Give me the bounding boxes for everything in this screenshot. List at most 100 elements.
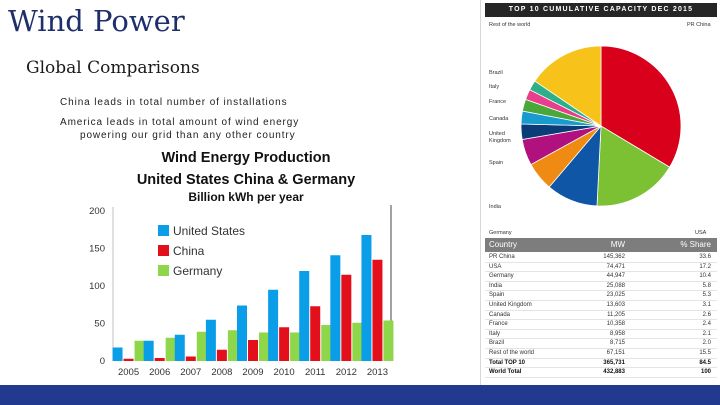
x-tick-label: 2007 bbox=[180, 367, 201, 378]
cell-mw: 10,358 bbox=[606, 321, 625, 328]
y-tick-label: 0 bbox=[100, 356, 105, 367]
cell-mw: 23,025 bbox=[606, 292, 625, 299]
x-tick-label: 2006 bbox=[149, 367, 170, 378]
bar-germany-2009 bbox=[259, 332, 269, 361]
bar-china-2009 bbox=[248, 340, 258, 361]
table-row: Germany 44,947 10.4 bbox=[485, 272, 717, 282]
slide-title: Wind Power bbox=[8, 4, 185, 38]
cell-country: World Total bbox=[489, 369, 522, 376]
cell-share: 10.4 bbox=[699, 273, 711, 280]
table-row: Total TOP 10 365,731 84.5 bbox=[485, 359, 717, 369]
legend-swatch bbox=[158, 245, 169, 256]
table-row: Italy 8,958 2.1 bbox=[485, 330, 717, 340]
pie-label: USA bbox=[695, 230, 707, 236]
table-row: Canada 11,205 2.6 bbox=[485, 311, 717, 321]
bar-united-states-2008 bbox=[205, 319, 216, 361]
x-tick-label: 2008 bbox=[211, 367, 232, 378]
cell-country: Brazil bbox=[489, 340, 505, 347]
pie-title: TOP 10 CUMULATIVE CAPACITY DEC 2015 bbox=[485, 3, 717, 17]
cell-share: 84.5 bbox=[699, 359, 711, 366]
cell-share: 33.6 bbox=[699, 254, 711, 260]
cell-mw: 145,362 bbox=[603, 254, 625, 260]
col-country-header: Country bbox=[489, 240, 518, 249]
cell-mw: 25,088 bbox=[606, 282, 625, 289]
x-tick-label: 2010 bbox=[274, 367, 295, 378]
legend-label: Germany bbox=[173, 264, 222, 278]
legend-label: China bbox=[173, 244, 205, 258]
table-row: Brazil 8,715 2.0 bbox=[485, 339, 717, 349]
pie-label: PR China bbox=[687, 22, 711, 28]
bar-china-2010 bbox=[279, 327, 290, 361]
cell-country: United Kingdom bbox=[489, 302, 532, 308]
table-row: World Total 432,883 100 bbox=[485, 368, 717, 378]
bar-germany-2006 bbox=[165, 337, 176, 361]
capacity-panel: TOP 10 CUMULATIVE CAPACITY DEC 2015 Rest… bbox=[480, 0, 720, 385]
bar-united-states-2007 bbox=[174, 334, 185, 361]
cell-country: France bbox=[489, 321, 508, 328]
table-row: India 25,088 5.8 bbox=[485, 282, 717, 292]
pie-label: India bbox=[489, 204, 501, 210]
cell-share: 5.3 bbox=[702, 292, 711, 299]
x-tick-label: 2011 bbox=[305, 367, 325, 378]
cell-country: Spain bbox=[489, 292, 505, 299]
table-row: Rest of the world 67,151 15.5 bbox=[485, 349, 717, 359]
y-tick-label: 150 bbox=[89, 244, 105, 255]
bar-china-2012 bbox=[341, 274, 352, 361]
y-tick-label: 50 bbox=[94, 319, 105, 330]
pie-label: Brazil bbox=[489, 70, 503, 76]
cell-mw: 74,471 bbox=[606, 263, 625, 270]
wind-production-bar-chart: Wind Energy Production United States Chi… bbox=[89, 150, 394, 378]
cell-country: India bbox=[489, 282, 503, 289]
pie-label: Italy bbox=[489, 84, 500, 90]
pie-label: France bbox=[489, 99, 507, 105]
bar-united-states-2009 bbox=[237, 305, 247, 361]
cell-share: 3.1 bbox=[702, 302, 711, 308]
x-tick-label: 2009 bbox=[242, 367, 263, 378]
bar-china-2007 bbox=[185, 356, 196, 361]
cell-share: 2.6 bbox=[702, 311, 711, 318]
y-tick-label: 100 bbox=[89, 281, 105, 292]
cell-mw: 432,883 bbox=[603, 369, 625, 376]
table-row: PR China 145,362 33.6 bbox=[485, 253, 717, 263]
cell-share: 17.2 bbox=[699, 263, 711, 270]
cell-share: 2.1 bbox=[702, 330, 711, 337]
bar-united-states-2006 bbox=[143, 340, 154, 361]
cell-mw: 8,958 bbox=[609, 330, 625, 337]
footer-bar bbox=[0, 385, 720, 405]
legend-label: United States bbox=[173, 224, 245, 238]
cell-mw: 13,603 bbox=[606, 302, 625, 308]
cell-share: 2.4 bbox=[702, 321, 711, 328]
legend-swatch bbox=[158, 265, 169, 276]
cell-mw: 8,715 bbox=[609, 340, 625, 347]
bar-china-2013 bbox=[372, 259, 383, 361]
cell-share: 5.8 bbox=[702, 282, 711, 289]
cell-share: 15.5 bbox=[699, 350, 711, 356]
bars-group: 0 50 100 150 200 2005 2006 2007 2008 2009 2010 2011… bbox=[89, 206, 394, 378]
bar-united-states-2005 bbox=[112, 347, 123, 361]
bullet-china-installations: China leads in total number of installat… bbox=[60, 97, 288, 108]
bar-united-states-2013 bbox=[361, 235, 372, 361]
bullet-line: powering our grid than any other country bbox=[80, 130, 296, 141]
chart-title-line: United States China & Germany bbox=[137, 172, 355, 188]
x-tick-label: 2005 bbox=[118, 367, 139, 378]
bar-germany-2013 bbox=[383, 320, 394, 361]
bar-united-states-2012 bbox=[330, 255, 341, 361]
bar-germany-2011 bbox=[321, 325, 332, 361]
bar-china-2006 bbox=[154, 358, 165, 361]
bar-germany-2005 bbox=[134, 340, 145, 361]
pie-label: Canada bbox=[489, 116, 509, 122]
pie-slice-usa bbox=[596, 125, 671, 207]
bullet-line: America leads in total amount of wind en… bbox=[60, 117, 300, 128]
cell-country: Total TOP 10 bbox=[489, 359, 526, 366]
cell-country: Rest of the world bbox=[489, 350, 535, 356]
table-row: United Kingdom 13,603 3.1 bbox=[485, 301, 717, 311]
bar-united-states-2010 bbox=[268, 289, 279, 361]
bar-germany-2012 bbox=[352, 322, 363, 361]
cell-country: PR China bbox=[489, 254, 515, 260]
table-header-row: Country MW % Share bbox=[485, 238, 717, 252]
pie-label: Spain bbox=[489, 160, 504, 166]
bar-germany-2008 bbox=[227, 330, 238, 361]
slide-subtitle: Global Comparisons bbox=[26, 58, 200, 78]
chart-title-line: Wind Energy Production bbox=[161, 150, 330, 166]
cell-country: Italy bbox=[489, 330, 501, 337]
